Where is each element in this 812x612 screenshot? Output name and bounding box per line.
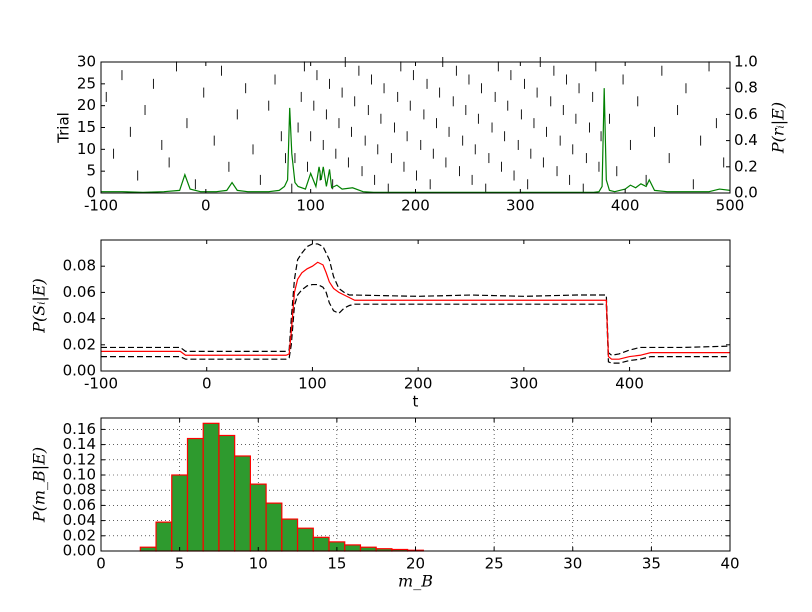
x-tick-label: 35	[642, 555, 661, 573]
y-tick-label: 0.00	[63, 542, 96, 560]
y2-tick-label: 0.2	[734, 157, 758, 175]
axes-frame	[100, 239, 731, 372]
y-axis-label: Trial	[55, 112, 73, 144]
y-tick-label: 10	[77, 140, 96, 158]
y-tick-label: 0.06	[63, 496, 96, 514]
histogram-bar	[218, 434, 236, 552]
histogram-bar	[202, 422, 220, 552]
y-tick-label: 0.00	[63, 362, 96, 380]
histogram-bar	[359, 546, 377, 552]
axes-frame	[100, 61, 731, 194]
x-tick-label: 200	[404, 375, 433, 393]
x-tick-label: 25	[485, 555, 504, 573]
y-tick-label: 0.02	[63, 335, 96, 353]
y2-tick-label: 0.8	[734, 79, 758, 97]
y-tick-label: 0.04	[63, 511, 96, 529]
y-tick-label: 0.16	[63, 420, 96, 438]
x-tick-label: 0	[201, 197, 211, 215]
y-axis-label: P(Sᵢ|E)	[30, 278, 49, 334]
y-tick-label: 0.06	[63, 283, 96, 301]
x-tick-label: 40	[720, 555, 739, 573]
x-tick-label: 10	[249, 555, 268, 573]
x-tick-label: 500	[716, 197, 745, 215]
y-tick-label: 0.02	[63, 526, 96, 544]
histogram-bar	[249, 483, 267, 552]
x-tick-label: -100	[84, 375, 118, 393]
x-axis-label: m_B	[398, 572, 433, 591]
histogram-bar	[296, 527, 314, 552]
x-tick-label: -100	[84, 197, 118, 215]
x-tick-label: 5	[175, 555, 185, 573]
histogram-bar	[281, 518, 299, 552]
bound-line	[101, 243, 731, 356]
x-tick-label: 200	[401, 197, 430, 215]
y2-axis-label: P(rᵢ|E)	[769, 102, 788, 154]
y2-tick-label: 0.4	[734, 131, 758, 149]
x-tick-label: 30	[563, 555, 582, 573]
y2-tick-label: 1.0	[734, 53, 758, 71]
x-tick-label: 100	[298, 375, 327, 393]
y-tick-label: 0.14	[63, 435, 96, 453]
histogram-bar	[186, 437, 204, 552]
x-tick-label: 15	[327, 555, 346, 573]
x-tick-label: 100	[296, 197, 325, 215]
y-tick-label: 0.04	[63, 309, 96, 327]
x-tick-label: 400	[611, 197, 640, 215]
y-tick-label: 30	[77, 53, 96, 71]
x-axis-label: t	[413, 393, 419, 411]
histogram-bar	[155, 521, 173, 552]
mean-line	[101, 261, 730, 360]
x-tick-label: 400	[615, 375, 644, 393]
histogram-bar	[171, 474, 189, 552]
histogram-bar	[234, 455, 251, 552]
y-axis-label: P(m_B|E)	[30, 447, 49, 523]
histogram-bar	[139, 546, 157, 552]
y-tick-label: 20	[77, 96, 96, 114]
y2-tick-label: 0.0	[734, 184, 758, 202]
y2-tick-label: 0.6	[734, 105, 758, 123]
x-tick-label: 300	[506, 197, 535, 215]
y-tick-label: 0.08	[63, 257, 96, 275]
y-tick-label: 15	[77, 118, 96, 136]
bound-line	[101, 283, 730, 364]
x-tick-label: 300	[510, 375, 539, 393]
y-tick-label: 0.08	[63, 481, 96, 499]
y-tick-label: 25	[77, 74, 96, 92]
x-tick-label: 20	[406, 555, 425, 573]
y-tick-label: 0	[86, 184, 96, 202]
histogram-bar	[344, 544, 362, 552]
y-tick-label: 5	[86, 162, 96, 180]
probability-line	[101, 88, 731, 193]
y-tick-label: 0.12	[63, 450, 96, 468]
y-tick-label: 0.10	[63, 466, 96, 484]
x-tick-label: 0	[202, 375, 212, 393]
histogram-bar	[312, 536, 330, 552]
histogram-bar	[265, 502, 283, 552]
x-tick-label: 0	[96, 555, 106, 573]
